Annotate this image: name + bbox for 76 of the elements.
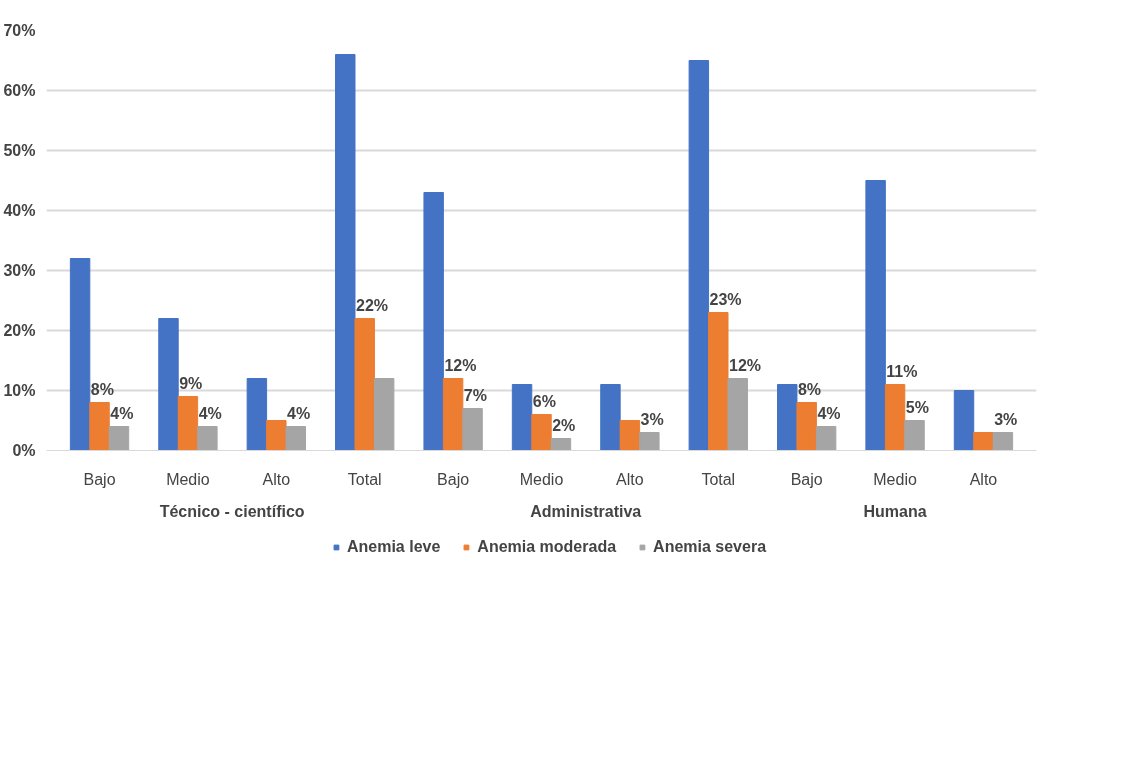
x-tick-label: Bajo xyxy=(790,470,823,488)
bar xyxy=(619,420,641,451)
y-tick-label: 60% xyxy=(3,82,36,99)
bar xyxy=(177,396,199,451)
x-tick-label: Total xyxy=(701,470,736,488)
text: Humana xyxy=(863,502,927,520)
bar xyxy=(266,420,287,451)
y-tick-label: 10% xyxy=(3,382,36,399)
bar xyxy=(442,378,464,451)
legend-label: Anemia leve xyxy=(346,538,441,556)
bar xyxy=(796,402,817,451)
x-tick-label: Alto xyxy=(616,470,644,488)
data-label: 2% xyxy=(552,416,576,434)
y-tick-label: 40% xyxy=(3,202,36,219)
bar xyxy=(531,414,552,451)
bar xyxy=(511,384,533,451)
data-label: 12% xyxy=(444,356,477,374)
data-label: 6% xyxy=(532,392,556,410)
y-tick-label: 0% xyxy=(12,442,36,459)
data-label: 5% xyxy=(905,398,929,416)
x-tick-label: Total xyxy=(347,470,382,488)
bar xyxy=(197,426,218,451)
text: Técnico - científico xyxy=(159,502,305,520)
bar xyxy=(335,54,356,451)
bar xyxy=(354,318,375,451)
data-label: 9% xyxy=(179,374,203,392)
data-label: 8% xyxy=(797,380,822,398)
bar xyxy=(246,378,268,451)
data-label: 3% xyxy=(994,410,1018,428)
bar xyxy=(884,384,906,451)
bar xyxy=(777,384,798,451)
x-tick-label: Medio xyxy=(873,470,917,488)
data-label: 12% xyxy=(729,356,762,374)
bar xyxy=(600,384,621,451)
data-label: 3% xyxy=(640,410,664,428)
bar xyxy=(285,426,306,451)
data-label: 7% xyxy=(463,386,487,404)
bar xyxy=(815,426,837,451)
bar xyxy=(108,426,130,451)
y-tick-label: 20% xyxy=(3,322,36,339)
bar xyxy=(953,390,975,451)
bar xyxy=(462,408,483,451)
y-tick-label: 50% xyxy=(3,142,36,159)
bar xyxy=(158,318,179,451)
data-label: 11% xyxy=(886,362,918,380)
bar xyxy=(708,312,729,451)
legend-label: Anemia moderada xyxy=(477,538,617,556)
data-label: 4% xyxy=(110,404,134,422)
bar xyxy=(865,180,886,451)
bar xyxy=(69,258,91,451)
x-tick-label: Medio xyxy=(166,470,210,488)
bar xyxy=(973,432,994,451)
x-tick-label: Alto xyxy=(969,470,998,488)
data-label: 4% xyxy=(198,404,222,422)
x-tick-label: Bajo xyxy=(437,470,470,488)
bar xyxy=(550,438,572,451)
data-label: 8% xyxy=(90,380,114,398)
data-label: 22% xyxy=(355,296,389,314)
x-tick-label: Bajo xyxy=(83,470,116,488)
data-label: 4% xyxy=(287,404,311,422)
text: Administrativa xyxy=(530,502,642,520)
legend-label: Anemia severa xyxy=(653,538,767,556)
y-tick-label: 30% xyxy=(3,262,36,279)
bar xyxy=(373,378,395,451)
y-tick-label: 70% xyxy=(3,22,36,39)
bar xyxy=(727,378,748,451)
bar xyxy=(688,60,710,451)
data-label: 4% xyxy=(817,404,841,422)
data-label: 23% xyxy=(709,290,742,308)
bar xyxy=(904,420,925,451)
x-tick-label: Alto xyxy=(262,470,291,488)
bar xyxy=(423,192,444,451)
bar xyxy=(639,432,660,451)
bar xyxy=(992,432,1014,451)
x-tick-label: Medio xyxy=(519,470,564,488)
bar xyxy=(89,402,110,451)
